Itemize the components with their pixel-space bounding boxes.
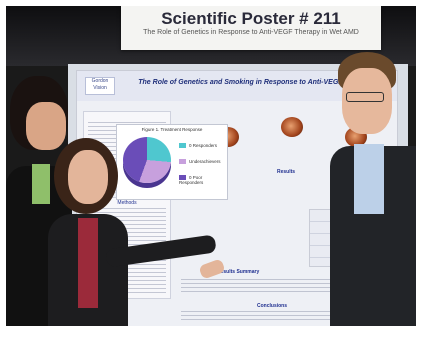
conclusions-text <box>177 309 391 325</box>
glasses-icon <box>346 92 384 102</box>
fundus-image <box>281 117 303 137</box>
face <box>26 102 66 150</box>
legend-item: Underachievers <box>179 159 221 165</box>
legend-item: 0 Responders <box>179 143 217 149</box>
person-right <box>324 46 416 326</box>
pointing-hand <box>198 258 226 280</box>
poster-title: The Role of Genetics and Smoking in Resp… <box>138 79 372 86</box>
conclusions-heading: Conclusions <box>257 303 288 309</box>
face <box>68 150 108 204</box>
results-heading: Results <box>277 169 296 175</box>
chart-title: Figure 1. Treatment Response <box>141 127 203 132</box>
green-lanyard <box>32 164 50 204</box>
poster-number-sign: Scientific Poster # 211 The Role of Gene… <box>121 6 381 50</box>
results-summary-heading: Results Summary <box>217 269 260 275</box>
conference-photo: Scientific Poster # 211 The Role of Gene… <box>6 6 416 326</box>
blue-shirt <box>354 144 384 214</box>
methods-heading: Methods <box>117 200 137 206</box>
legend-item: 0 Poor Responders <box>179 175 204 186</box>
red-top <box>78 218 98 308</box>
person-center <box>48 134 228 326</box>
institution-logo: Gordon Vision <box>85 77 115 95</box>
sign-subtitle: The Role of Genetics in Response to Anti… <box>143 29 359 36</box>
pie-chart-panel: Figure 1. Treatment Response 0 Responder… <box>116 124 228 200</box>
pie-chart <box>123 137 171 183</box>
sign-title: Scientific Poster # 211 <box>161 9 341 28</box>
